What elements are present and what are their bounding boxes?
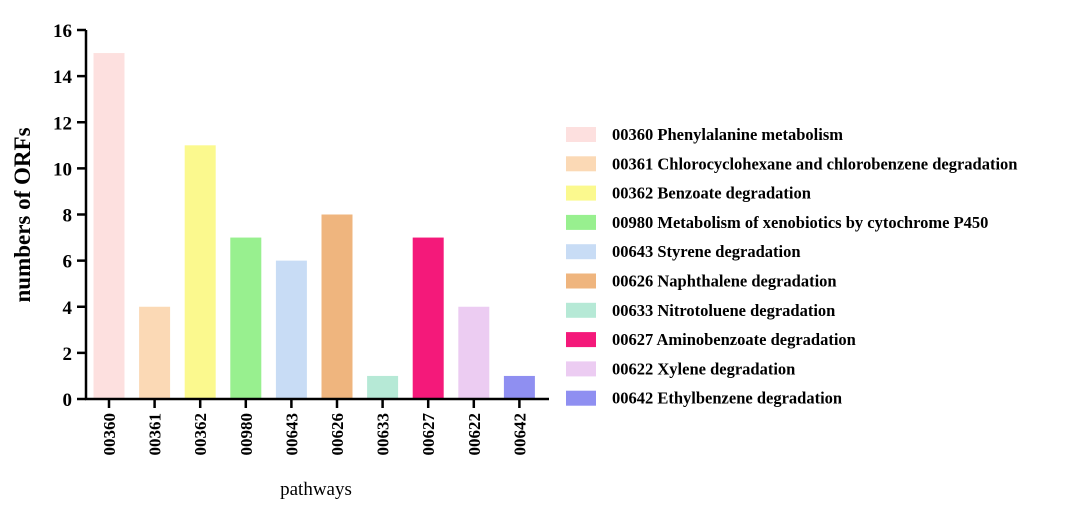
x-tick-label: 00622	[465, 413, 484, 456]
legend-swatch	[566, 302, 596, 318]
bar-00362	[184, 145, 216, 399]
x-tick-label: 00980	[237, 413, 256, 456]
x-tick-label: 00360	[100, 413, 119, 456]
legend-swatch	[566, 361, 596, 377]
legend-label: 00622 Xylene degradation	[612, 359, 795, 378]
bar-00622	[458, 306, 490, 399]
x-tick-label: 00642	[510, 413, 529, 456]
legend: 00360 Phenylalanine metabolism 00361 Chlo…	[566, 125, 1017, 408]
legend-swatch	[566, 214, 596, 230]
x-tick-label: 00626	[328, 413, 347, 456]
x-tick-label: 00362	[191, 413, 210, 456]
y-tick-label: 12	[53, 113, 72, 134]
legend-label: 00361 Chlorocyclohexane and chlorobenzen…	[612, 154, 1017, 173]
bar-00627	[412, 237, 444, 399]
y-ticks-group: 0 2 4 6 8 10 12 14 16	[53, 21, 86, 411]
legend-label: 00633 Nitrotoluene degradation	[612, 301, 835, 320]
y-tick-label: 6	[63, 252, 73, 273]
bars-group	[93, 53, 535, 399]
y-tick-label: 0	[63, 390, 73, 411]
y-axis-label: numbers of ORFs	[10, 127, 35, 302]
bar-00360	[93, 53, 125, 399]
bar-00980	[230, 237, 262, 399]
x-ticks-group: 00360 00361 00362 00980 00643 00626 00633 00627…	[100, 399, 529, 456]
legend-label: 00626 Naphthalene degradation	[612, 272, 837, 291]
y-tick-label: 16	[53, 21, 72, 42]
y-tick-label: 8	[63, 206, 73, 227]
legend-label: 00642 Ethylbenzene degradation	[612, 389, 842, 408]
x-tick-label: 00633	[374, 413, 393, 456]
y-tick-label: 14	[53, 67, 73, 88]
x-tick-label: 00643	[282, 413, 301, 456]
bar-00633	[367, 375, 399, 399]
bar-00642	[503, 375, 535, 399]
y-tick-label: 4	[63, 298, 73, 319]
legend-swatch	[566, 156, 596, 172]
legend-swatch	[566, 273, 596, 289]
legend-swatch	[566, 244, 596, 260]
legend-label: 00360 Phenylalanine metabolism	[612, 125, 843, 144]
x-tick-label: 00361	[146, 413, 165, 456]
bar-00626	[321, 214, 353, 399]
x-tick-label: 00627	[419, 413, 438, 456]
legend-label: 00362 Benzoate degradation	[612, 184, 811, 203]
y-tick-label: 10	[53, 159, 72, 180]
legend-label: 00980 Metabolism of xenobiotics by cytoc…	[612, 213, 988, 232]
y-tick-label: 2	[63, 344, 73, 365]
legend-label: 00627 Aminobenzoate degradation	[612, 330, 856, 349]
legend-label: 00643 Styrene degradation	[612, 242, 801, 261]
bar-00361	[139, 306, 171, 399]
legend-swatch	[566, 127, 596, 142]
bar-00643	[275, 260, 307, 399]
legend-swatch	[566, 185, 596, 201]
legend-swatch	[566, 332, 596, 348]
legend-swatch	[566, 390, 596, 406]
x-axis-label: pathways	[280, 479, 352, 500]
